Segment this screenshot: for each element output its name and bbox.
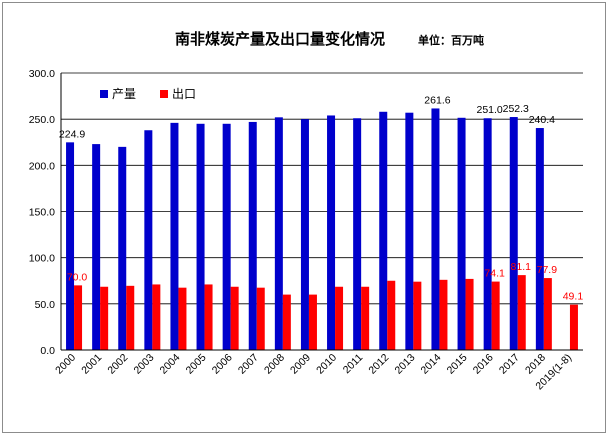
x-tick-label: 2012 [366,352,391,377]
bar-production [274,117,283,350]
data-label-production: 240.4 [529,114,555,126]
data-label-export: 74.1 [484,268,505,280]
bar-production [431,108,440,351]
bar-export [413,281,422,350]
y-tick-label: 300.0 [29,68,55,80]
legend-label-export: 出口 [172,87,196,101]
bar-export [465,278,474,350]
x-tick-label: 2003 [131,352,156,377]
data-label-production: 224.9 [59,128,85,140]
bars [66,108,578,351]
x-tick-label: 2005 [184,352,209,377]
y-tick-label: 0.0 [40,345,55,357]
data-label-export: 49.1 [563,291,584,303]
bar-export [230,286,239,350]
bar-production [118,146,127,350]
y-tick-label: 100.0 [29,253,55,265]
x-tick-label: 2015 [445,352,470,377]
data-label-production: 261.6 [424,94,450,106]
bar-production [379,111,388,350]
data-label-production: 251.0 [477,104,503,116]
bar-production [483,118,492,350]
bar-production [144,130,153,350]
x-axis: 2000 2001 2002 2003 2004 2005 2006 2007 2008 2009… [53,349,583,392]
x-tick-label: 2016 [471,352,496,377]
legend: 产量 出口 [100,87,196,101]
bar-export [543,278,552,350]
bar-export [491,281,500,350]
x-tick-label: 2001 [79,352,104,377]
bar-export [387,280,396,350]
bar-export [569,304,578,350]
bar-production [222,123,231,351]
bar-production [248,121,257,350]
x-tick-label: 2004 [158,352,183,377]
x-tick-label: 2009 [288,352,313,377]
bar-production [509,117,518,350]
bar-export [308,294,317,350]
bar-production [353,118,362,350]
y-tick-label: 200.0 [29,160,55,172]
bar-export [152,284,161,350]
legend-swatch-export [160,90,168,98]
x-tick-label: 2008 [262,352,287,377]
data-labels: 224.9 70.0 261.6 251.0 74.1 252.3 81.1 240.4 77.… [59,94,583,302]
chart-title: 南非煤炭产量及出口量变化情况 [175,30,385,48]
x-tick-label: 2006 [210,352,235,377]
x-tick-label: 2010 [314,352,339,377]
y-tick-label: 50.0 [35,299,56,311]
x-tick-label: 2011 [341,352,366,377]
x-tick-label: 2017 [497,352,522,377]
bar-production [457,117,466,350]
bar-export [335,286,344,350]
legend-label-production: 产量 [112,87,136,101]
y-axis: 0.0 50.0 100.0 150.0 200.0 250.0 300.0 [29,68,62,357]
bar-export [126,285,135,350]
x-tick-label: 2014 [419,352,444,377]
x-tick-label: 2007 [236,352,261,377]
legend-swatch-production [100,90,108,98]
bar-production [300,119,309,351]
bar-production [170,122,179,350]
bar-export [100,286,109,350]
data-label-production: 252.3 [503,103,529,115]
bar-export [256,287,265,350]
x-tick-label: 2000 [53,352,78,377]
data-label-export: 81.1 [511,261,532,273]
bar-production [196,123,205,351]
bar-production [405,112,414,350]
bar-export [74,285,83,350]
unit-note: 单位：百万吨 [418,33,484,47]
x-tick-label: 2013 [392,352,417,377]
data-label-export: 77.9 [537,264,558,276]
bar-export [282,294,291,350]
bar-production [535,128,544,350]
x-tick-label: 2002 [105,352,130,377]
bar-production [92,144,101,350]
bar-export [361,286,370,350]
data-label-export: 70.0 [67,271,88,283]
bar-production [66,142,75,350]
y-tick-label: 150.0 [29,207,55,219]
y-tick-label: 250.0 [29,114,55,126]
bar-export [204,284,213,350]
bar-export [178,287,187,350]
bar-export [439,279,448,350]
bar-production [327,115,336,351]
bar-export [517,275,526,350]
